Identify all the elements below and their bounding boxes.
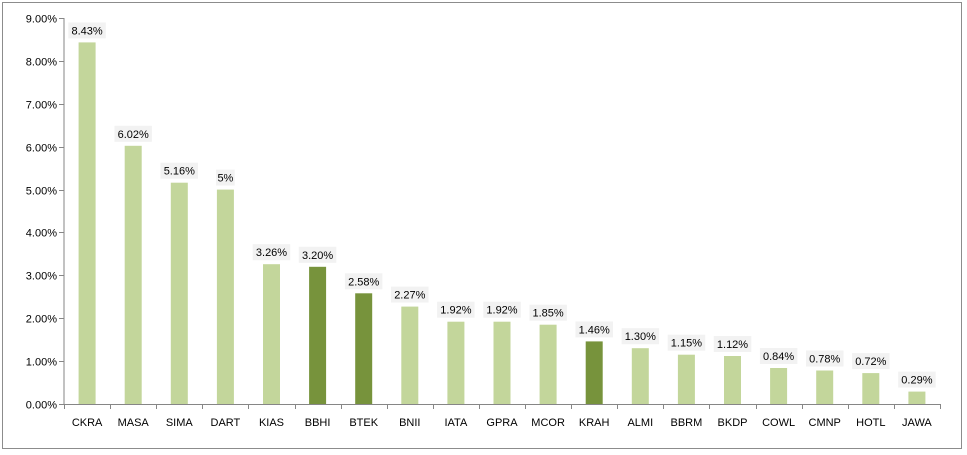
y-tick-label: 0.00% [26,400,57,412]
data-label: 0.29% [901,375,932,387]
data-label: 0.78% [809,354,840,366]
data-label-bg [667,334,706,351]
x-tick-label: KIAS [259,417,284,429]
data-label: 6.02% [118,129,149,141]
data-label-bg [575,321,613,338]
data-label-bg [437,301,475,318]
x-tick-label: DART [211,417,241,429]
bar-bbrm [677,354,695,404]
data-label-bg [529,304,567,321]
x-tick-label: JAWA [902,417,932,429]
data-label: 1.15% [671,338,702,350]
bar-bbhi [309,266,327,404]
data-label: 0.84% [763,351,794,363]
x-tick-label: KRAH [579,417,610,429]
data-label-bg [483,301,521,318]
data-label: 0.72% [855,356,886,368]
bar-dart [216,189,234,404]
x-tick-label: IATA [444,417,467,429]
x-tick-label: MASA [118,417,150,429]
x-tick-label: ALMI [627,417,653,429]
bars [78,42,926,405]
data-labels: 8.43% 6.02% 5.16% 5% 3.26% 3.20% 2.58% 2.27% 1.9… [68,22,936,388]
chart-frame [2,2,962,449]
bar-mcor [539,324,557,404]
y-tick-label: 2.00% [26,314,57,326]
bar-bnii [401,306,419,404]
data-label-bg [252,244,291,261]
bar-kias [263,264,280,404]
data-label-bg [114,125,152,142]
bar-sima [170,182,188,404]
data-label: 5.16% [164,166,195,178]
bar-cmnp [816,370,834,404]
data-label-bg [160,162,198,179]
data-label: 8.43% [71,25,102,37]
x-tick-label: COWL [762,417,795,429]
x-tick-label: BBHI [305,417,331,429]
data-label-bg [391,286,429,303]
bar-krah [585,341,603,404]
data-label-bg [759,348,798,364]
y-axis: 0.00% 1.00% 2.00% 3.00% 4.00% 5.00% 6.00% 7.00%… [26,14,65,412]
data-label: 1.92% [486,305,517,317]
data-label: 1.12% [717,339,748,351]
x-tick-label: SIMA [166,417,194,429]
bar-masa [124,145,142,405]
data-label: 2.58% [348,276,379,288]
data-label: 3.26% [256,247,287,259]
x-axis: CKRA MASA SIMA DART KIAS BBHI BTEK BNII IATA GPRA… [64,404,941,429]
x-tick-label: BKDP [718,417,748,429]
bar-iata [447,321,465,404]
x-tick-label: BNII [399,417,420,429]
data-label: 2.27% [394,290,425,302]
bar-hotl [862,373,880,404]
x-tick-label: GPRA [486,417,518,429]
data-label-bg [713,336,752,352]
bar-cowl [770,368,788,404]
x-tick-label: CKRA [72,417,103,429]
bar-bkdp [724,356,741,404]
data-label-bg [68,22,106,39]
data-label: 3.20% [302,250,333,262]
data-label: 1.85% [532,308,563,320]
x-tick-label: HOTL [856,417,885,429]
data-label-bg [621,328,660,345]
data-label-bg [216,169,235,186]
y-tick-label: 3.00% [26,271,57,283]
data-label: 1.30% [625,331,656,343]
data-label-bg [298,246,337,263]
data-label: 1.46% [579,324,610,336]
x-tick-label: MCOR [531,417,565,429]
y-tick-label: 7.00% [26,100,57,112]
y-tick-label: 5.00% [26,186,57,198]
y-tick-label: 8.00% [26,57,57,69]
data-label-bg [344,273,383,290]
bar-gpra [493,321,511,404]
data-label: 1.92% [440,305,471,317]
data-label-bg [806,350,844,367]
data-label-bg [898,371,936,388]
bar-jawa [908,391,926,404]
bar-almi [631,348,649,404]
data-label: 5% [217,173,233,185]
x-tick-label: CMNP [809,417,841,429]
y-tick-label: 9.00% [26,14,57,26]
y-tick-label: 1.00% [26,357,57,369]
y-tick-label: 6.00% [26,143,57,155]
x-tick-label: BBRM [671,417,703,429]
bar-btek [355,293,373,404]
bar-ckra [78,42,96,405]
data-label-bg [852,353,890,370]
x-tick-label: BTEK [349,417,378,429]
y-tick-label: 4.00% [26,228,57,240]
